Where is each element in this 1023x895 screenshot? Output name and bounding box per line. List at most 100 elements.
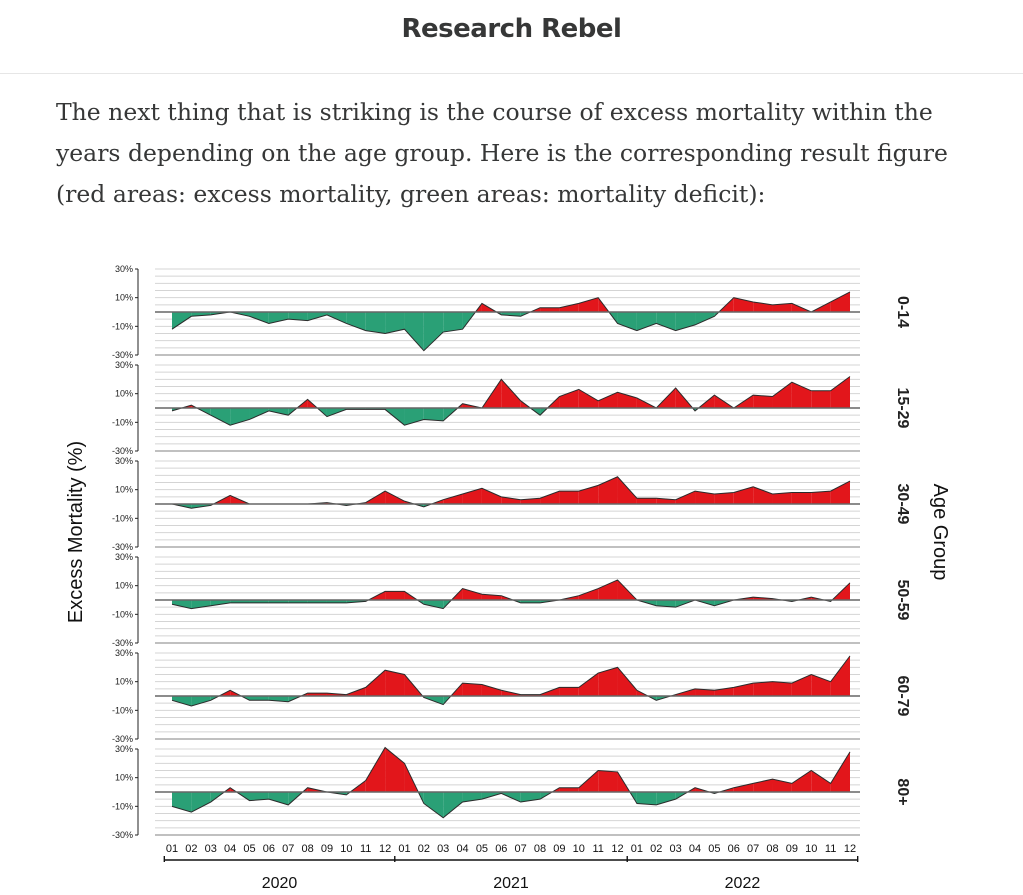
y-tick-label: -30% <box>112 446 133 456</box>
deficit-area <box>249 600 269 603</box>
excess-area <box>791 770 812 792</box>
deficit-area <box>249 792 269 801</box>
deficit-area <box>695 312 715 325</box>
deficit-area <box>230 408 250 426</box>
site-header: Research Rebel <box>0 0 1023 74</box>
deficit-area <box>288 600 308 603</box>
deficit-area <box>346 312 366 331</box>
excess-area <box>598 579 618 600</box>
y-tick-label: 10% <box>115 389 133 399</box>
deficit-area <box>404 312 424 351</box>
x-tick-label: 07 <box>282 843 294 855</box>
x-tick-label: 09 <box>786 843 798 855</box>
y-tick-label: -30% <box>112 830 133 840</box>
deficit-area <box>172 696 192 707</box>
excess-area <box>578 770 599 792</box>
deficit-area <box>210 600 231 606</box>
excess-area <box>811 597 825 600</box>
x-tick-label: 07 <box>747 843 759 855</box>
y-tick-label: 30% <box>115 264 133 274</box>
excess-area <box>617 667 637 696</box>
age-group-label: 30-49 <box>894 484 911 525</box>
excess-area <box>365 747 386 792</box>
panel-0-14: 30% 10% -10% -30% 0-14 <box>112 264 911 360</box>
excess-area <box>714 492 734 504</box>
excess-area <box>811 674 831 696</box>
deficit-area <box>196 408 211 416</box>
x-tick-label: 01 <box>166 843 178 855</box>
excess-area <box>772 681 792 696</box>
excess-area <box>733 597 754 600</box>
excess-area <box>772 303 792 312</box>
x-tick-label: 11 <box>360 843 371 855</box>
y-tick-label: 30% <box>115 552 133 562</box>
x-tick-label: 06 <box>263 843 275 855</box>
series-line-80+ <box>171 746 851 819</box>
y-tick-label: 10% <box>115 485 133 495</box>
deficit-area <box>191 696 211 707</box>
excess-area <box>559 303 579 312</box>
x-tick-label: 04 <box>689 843 701 855</box>
panel-15-29: 30% 10% -10% -30% 15-29 <box>112 360 911 456</box>
excess-area <box>578 588 599 600</box>
x-tick-label: 07 <box>515 843 527 855</box>
deficit-area <box>540 600 560 603</box>
deficit-area <box>210 408 231 426</box>
excess-area <box>385 491 405 504</box>
deficit-area <box>307 600 327 603</box>
deficit-area <box>268 792 289 805</box>
y-tick-label: 30% <box>115 648 133 658</box>
y-tick-label: -30% <box>112 638 133 648</box>
y-tick-label: 10% <box>115 773 133 783</box>
excess-area <box>578 673 599 696</box>
panel-60-79: 30% 10% -10% -30% 60-79 <box>112 648 911 744</box>
x-tick-label: 02 <box>650 843 662 855</box>
intro-paragraph: The next thing that is striking is the c… <box>56 98 948 208</box>
deficit-area <box>423 312 444 351</box>
x-tick-label: 05 <box>476 843 488 855</box>
excess-area <box>462 683 482 696</box>
excess-area <box>559 389 579 408</box>
deficit-area <box>656 312 676 331</box>
x-tick-label: 02 <box>418 843 430 855</box>
deficit-area <box>268 600 289 603</box>
excess-area <box>540 491 560 504</box>
excess-area <box>520 400 531 408</box>
x-tick-label: 04 <box>456 843 468 855</box>
y-tick-label: 10% <box>115 581 133 591</box>
deficit-area <box>288 312 308 321</box>
excess-area <box>798 597 812 600</box>
deficit-area <box>656 792 676 805</box>
y-tick-label: -30% <box>112 734 133 744</box>
excess-area <box>578 297 599 312</box>
deficit-area <box>617 312 637 331</box>
excess-area <box>501 379 521 408</box>
excess-area <box>385 747 405 792</box>
deficit-area <box>423 792 444 818</box>
deficit-area <box>172 312 192 330</box>
y-tick-label: -10% <box>112 321 133 331</box>
x-tick-label: 12 <box>379 843 391 855</box>
excess-area <box>733 486 754 504</box>
x-tick-label: 08 <box>301 843 313 855</box>
deficit-area <box>512 600 521 603</box>
excess-area <box>753 395 773 408</box>
excess-area <box>733 783 754 792</box>
y-tick-label: -10% <box>112 705 133 715</box>
excess-area <box>830 291 850 312</box>
y-tick-label: 30% <box>115 456 133 466</box>
deficit-area <box>268 408 289 416</box>
deficit-area <box>268 312 289 324</box>
site-title[interactable]: Research Rebel <box>401 14 622 44</box>
year-label: 2021 <box>493 875 529 890</box>
x-tick-label: 10 <box>573 843 585 855</box>
deficit-area <box>307 312 327 321</box>
deficit-area <box>326 312 347 324</box>
excess-area <box>811 491 831 504</box>
x-tick-label: 12 <box>611 843 623 855</box>
excess-area <box>753 681 773 696</box>
deficit-area <box>540 408 548 416</box>
excess-area <box>462 588 482 600</box>
x-tick-label: 06 <box>728 843 740 855</box>
excess-area <box>443 493 463 504</box>
